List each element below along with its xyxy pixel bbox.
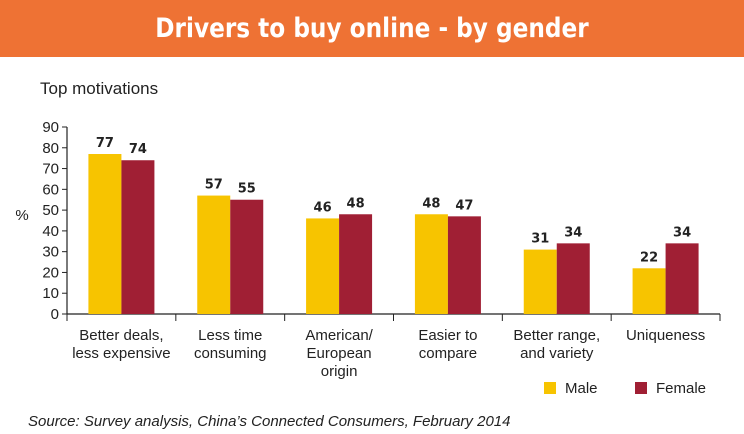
bar-female <box>230 199 264 314</box>
legend-label-female: Female <box>656 380 706 397</box>
x-category-label: Better deals, <box>79 327 163 344</box>
y-tick-label: 70 <box>42 161 59 178</box>
y-tick-label: 50 <box>42 202 59 219</box>
bar-male <box>632 268 666 314</box>
bar-female <box>339 214 373 314</box>
x-category-label: consuming <box>194 345 267 362</box>
x-category-label: Uniqueness <box>626 327 705 344</box>
data-label: 74 <box>129 142 147 157</box>
title-banner <box>0 0 744 57</box>
x-category-label: Less time <box>198 327 262 344</box>
y-tick-label: 0 <box>51 306 59 323</box>
bar-male <box>197 195 231 314</box>
y-tick-label: 30 <box>42 244 59 261</box>
bar-female <box>121 160 155 314</box>
legend-swatch-male <box>544 382 556 394</box>
bar-male <box>523 249 557 314</box>
x-category-label: European <box>307 345 372 362</box>
x-category-label: Better range, <box>513 327 600 344</box>
x-category-label: compare <box>419 345 477 362</box>
bar-female <box>556 243 590 314</box>
y-tick-label: 60 <box>42 181 59 198</box>
x-category-label: American/ <box>305 327 373 344</box>
bar-female <box>665 243 699 314</box>
legend-label-male: Male <box>565 380 598 397</box>
bar-male <box>306 218 340 314</box>
x-category-label: less expensive <box>72 345 170 362</box>
bar-male <box>88 154 122 314</box>
bar-female <box>447 216 481 314</box>
chart-subtitle: Top motivations <box>40 79 159 98</box>
source-note: Source: Survey analysis, China’s Connect… <box>28 413 511 430</box>
x-category-label: and variety <box>520 345 594 362</box>
data-label: 22 <box>640 250 658 265</box>
data-label: 46 <box>314 200 332 215</box>
data-label: 47 <box>455 198 473 213</box>
bar-male <box>414 214 448 314</box>
y-tick-label: 80 <box>42 140 59 157</box>
legend-swatch-female <box>635 382 647 394</box>
data-label: 34 <box>673 225 691 240</box>
y-tick-label: 10 <box>42 285 59 302</box>
data-label: 48 <box>347 196 365 211</box>
data-label: 34 <box>564 225 582 240</box>
y-tick-label: 20 <box>42 264 59 281</box>
y-tick-label: 90 <box>42 119 59 136</box>
x-category-label: origin <box>321 363 358 380</box>
data-label: 57 <box>205 178 223 193</box>
data-label: 55 <box>238 182 256 197</box>
x-category-label: Easier to <box>418 327 477 344</box>
data-label: 77 <box>96 136 114 151</box>
data-label: 48 <box>422 196 440 211</box>
data-label: 31 <box>531 232 549 247</box>
y-axis-label: % <box>15 207 28 224</box>
chart-title: Drivers to buy online - by gender <box>155 13 589 44</box>
y-tick-label: 40 <box>42 223 59 240</box>
